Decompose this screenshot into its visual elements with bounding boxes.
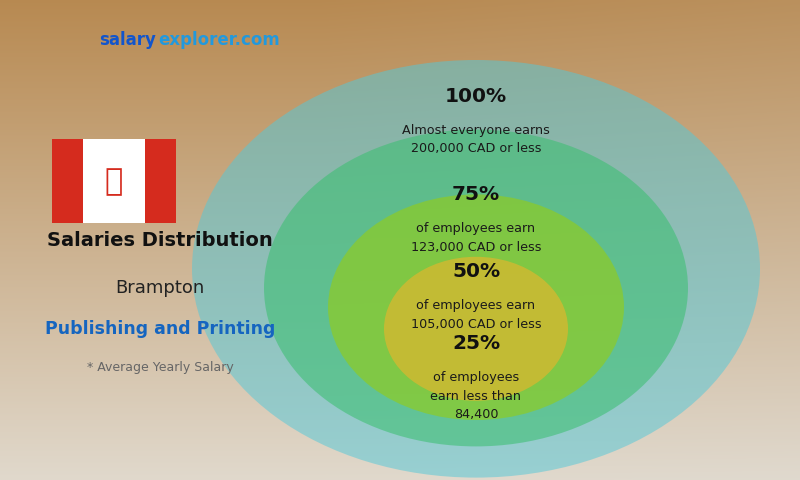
Bar <box>145 139 176 223</box>
Text: 🍁: 🍁 <box>105 167 123 196</box>
Text: Salaries Distribution: Salaries Distribution <box>47 230 273 250</box>
Text: of employees earn
105,000 CAD or less: of employees earn 105,000 CAD or less <box>410 299 542 331</box>
Text: Brampton: Brampton <box>115 279 205 297</box>
Text: 75%: 75% <box>452 185 500 204</box>
Text: Publishing and Printing: Publishing and Printing <box>45 320 275 338</box>
Text: * Average Yearly Salary: * Average Yearly Salary <box>86 360 234 374</box>
Ellipse shape <box>192 60 760 478</box>
Text: 50%: 50% <box>452 262 500 281</box>
Bar <box>52 139 83 223</box>
Ellipse shape <box>328 194 624 420</box>
Ellipse shape <box>384 257 568 401</box>
Text: 25%: 25% <box>452 334 500 353</box>
Text: 100%: 100% <box>445 86 507 106</box>
Text: of employees
earn less than
84,400: of employees earn less than 84,400 <box>430 371 522 421</box>
Text: Almost everyone earns
200,000 CAD or less: Almost everyone earns 200,000 CAD or les… <box>402 124 550 156</box>
Ellipse shape <box>264 130 688 446</box>
Text: explorer.com: explorer.com <box>158 31 280 49</box>
Text: of employees earn
123,000 CAD or less: of employees earn 123,000 CAD or less <box>410 222 542 254</box>
Text: salary: salary <box>99 31 156 49</box>
Bar <box>83 139 145 223</box>
